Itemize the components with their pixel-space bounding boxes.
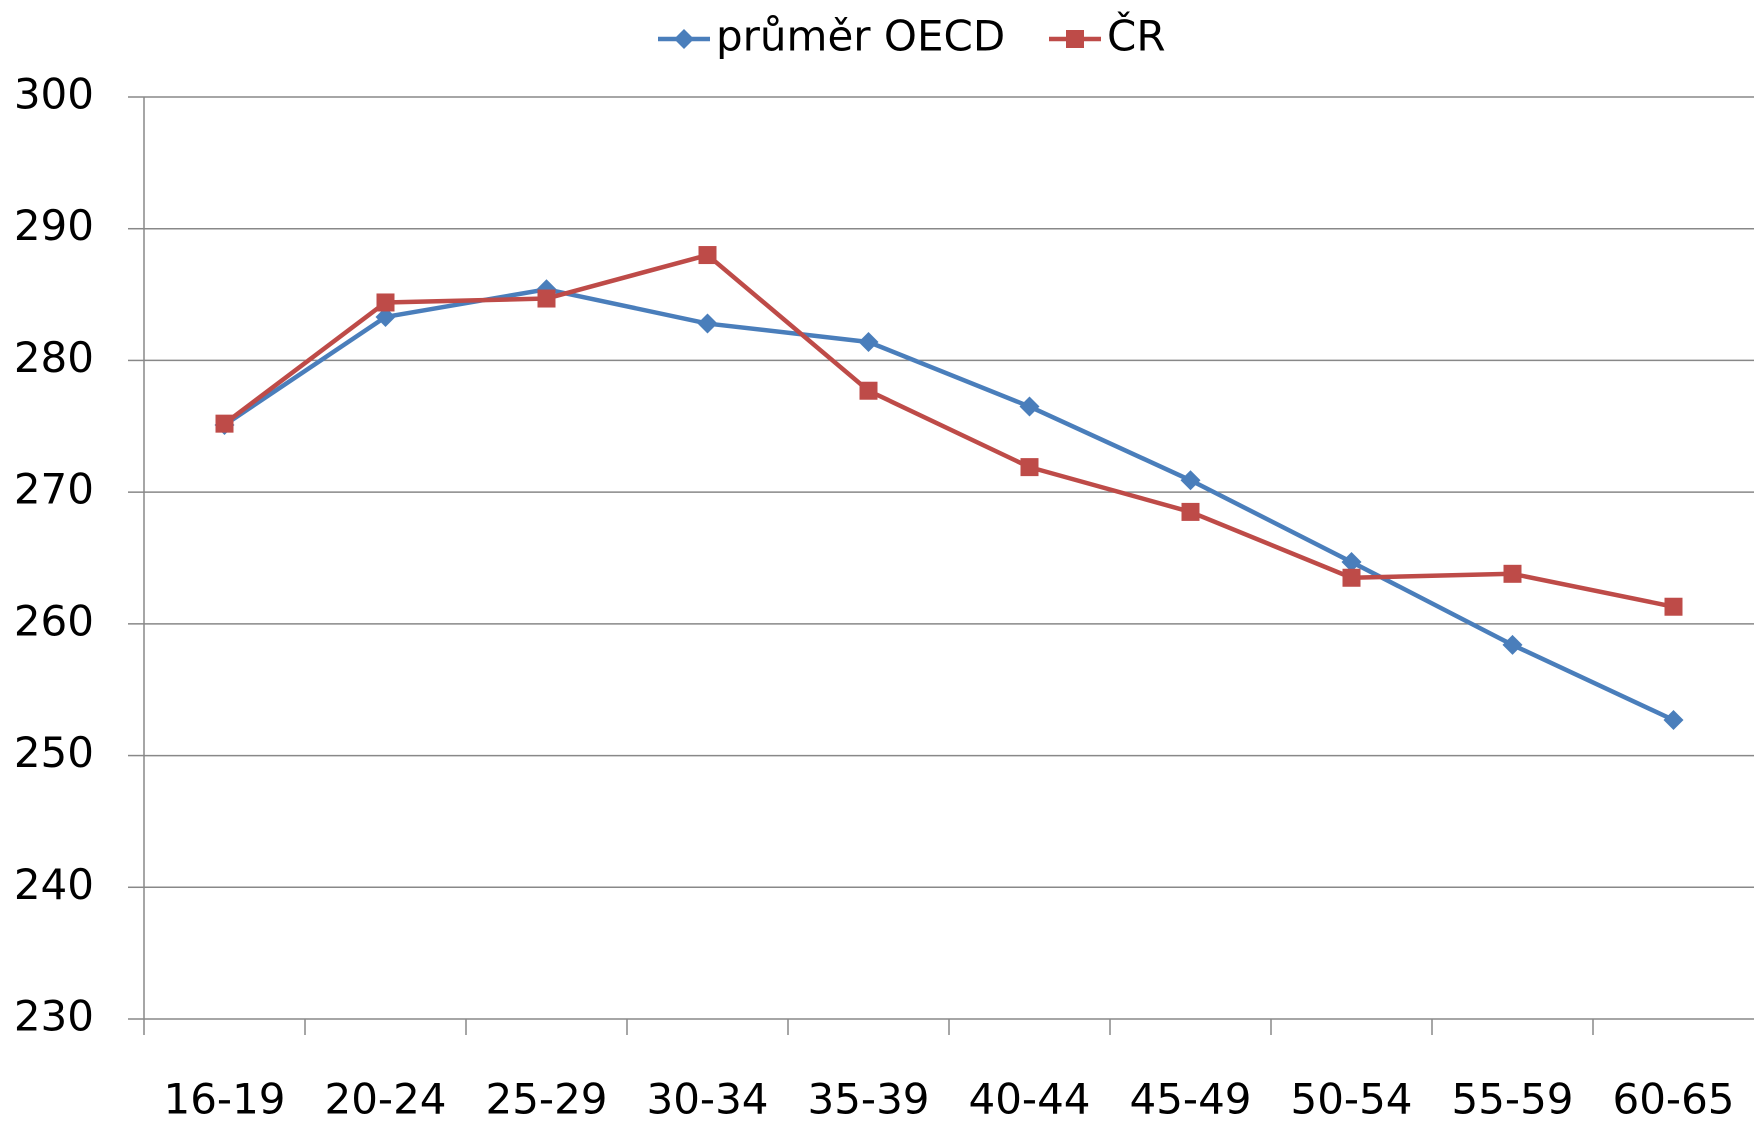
x-tick-label: 55-59 <box>1451 1075 1573 1124</box>
legend-label: průměr OECD <box>716 12 1005 61</box>
y-tick-label: 270 <box>14 465 94 514</box>
x-tick-label: 20-24 <box>324 1075 446 1124</box>
x-tick-label: 40-44 <box>968 1075 1090 1124</box>
marker <box>1066 30 1084 48</box>
marker <box>674 29 694 49</box>
marker <box>1664 597 1683 616</box>
marker <box>1503 564 1522 583</box>
x-tick-label: 60-65 <box>1612 1075 1734 1124</box>
series-line <box>223 287 1675 723</box>
x-tick-label: 25-29 <box>485 1075 607 1124</box>
series-line <box>223 252 1674 609</box>
marker <box>215 414 234 433</box>
marker <box>698 246 717 265</box>
marker <box>376 293 395 312</box>
marker <box>1663 710 1684 731</box>
y-tick-label: 300 <box>14 70 94 119</box>
y-tick-label: 240 <box>14 860 94 909</box>
marker <box>537 289 556 308</box>
x-tick-label: 45-49 <box>1129 1075 1251 1124</box>
x-tick-label: 50-54 <box>1290 1075 1412 1124</box>
y-tick-label: 260 <box>14 596 94 645</box>
marker <box>375 306 396 327</box>
y-tick-label: 250 <box>14 728 94 777</box>
y-tick-label: 280 <box>14 333 94 382</box>
marker <box>1341 551 1362 572</box>
legend-label: ČR <box>1107 11 1166 61</box>
x-tick-label: 35-39 <box>807 1075 929 1124</box>
marker <box>859 381 878 400</box>
x-tick-label: 30-34 <box>646 1075 768 1124</box>
x-tick-label: 16-19 <box>163 1075 285 1124</box>
marker <box>1019 396 1040 417</box>
marker <box>858 331 879 352</box>
y-tick-label: 230 <box>14 992 94 1041</box>
marker <box>1180 470 1201 491</box>
marker <box>1181 502 1200 521</box>
marker <box>697 313 718 334</box>
marker <box>1342 568 1361 587</box>
y-tick-label: 290 <box>14 201 94 250</box>
marker <box>1502 634 1523 655</box>
marker <box>1020 458 1039 477</box>
